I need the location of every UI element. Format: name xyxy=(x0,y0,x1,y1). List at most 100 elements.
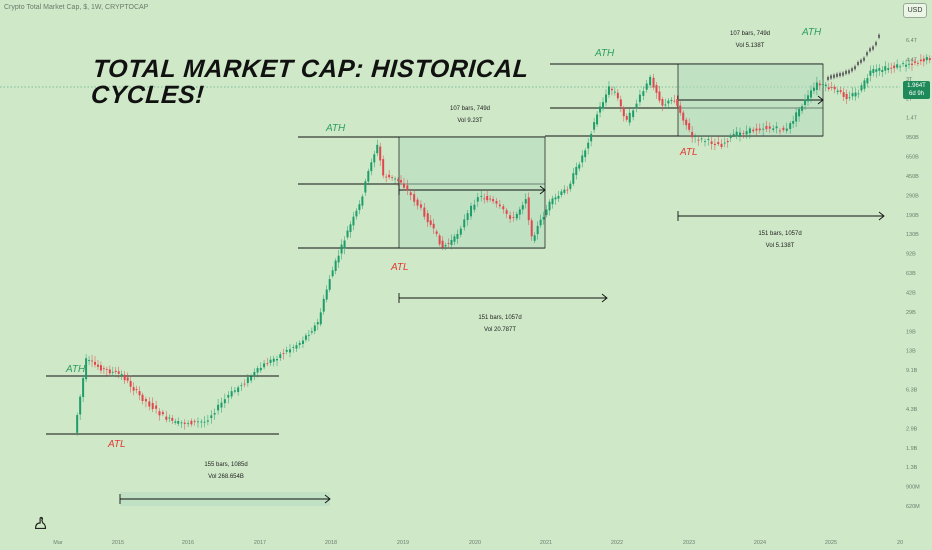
title-line-2: CYCLES! xyxy=(90,81,206,109)
candle-body xyxy=(343,240,346,249)
candle-body xyxy=(752,129,755,132)
candle-body xyxy=(745,131,748,135)
candle-body xyxy=(307,334,310,336)
candle-body xyxy=(505,210,508,214)
y-tick-label: 190B xyxy=(906,213,919,219)
candle-body xyxy=(785,128,788,131)
projection-candle-body xyxy=(827,76,829,80)
projection-candle-body xyxy=(854,66,856,70)
candle-body xyxy=(237,387,240,393)
candle-body xyxy=(388,174,391,178)
candle-body xyxy=(246,377,249,384)
candle-body xyxy=(632,110,635,118)
candle-body xyxy=(230,391,233,397)
candle-body xyxy=(542,216,545,220)
candle-body xyxy=(824,84,827,86)
tradingview-logo-icon xyxy=(35,516,47,529)
candle-body xyxy=(435,231,438,234)
candle-body xyxy=(397,179,400,181)
candle-body xyxy=(367,171,370,182)
projection-candle-body xyxy=(842,72,844,76)
candle-body xyxy=(610,88,613,91)
candle-body xyxy=(483,198,486,200)
candle-body xyxy=(792,121,795,124)
candle-body xyxy=(578,164,581,169)
candle-body xyxy=(459,228,462,235)
candle-body xyxy=(117,371,120,374)
atl-label: ATL xyxy=(390,262,409,273)
candle-body xyxy=(881,69,884,73)
measure-arrow-1-head xyxy=(324,494,331,504)
candle-body xyxy=(830,87,833,88)
candle-body xyxy=(419,204,422,208)
y-tick-label: 13B xyxy=(906,349,916,355)
candle-body xyxy=(285,349,288,352)
candle-body xyxy=(177,421,180,424)
candle-body xyxy=(795,112,798,122)
candle-body xyxy=(720,143,723,147)
candle-body xyxy=(635,103,638,109)
candle-body xyxy=(515,213,518,219)
chart-header-title: Crypto Total Market Cap, $, 1W, CRYPTOCA… xyxy=(4,4,149,11)
candle-body xyxy=(548,201,551,211)
candle-body xyxy=(604,94,607,103)
y-tick-label: 4.3B xyxy=(906,407,918,413)
candle-body xyxy=(453,236,456,242)
y-tick-label: 19B xyxy=(906,329,916,335)
candle-body xyxy=(298,342,301,345)
y-tick-label: 29B xyxy=(906,310,916,316)
candle-body xyxy=(94,361,96,365)
candle-body xyxy=(607,86,610,95)
price-badge-countdown: 6d 9h xyxy=(908,91,924,97)
currency-button[interactable]: USD xyxy=(903,3,927,18)
candle-body xyxy=(352,216,355,226)
range-note-vol: Vol 268.654B xyxy=(208,474,244,480)
x-tick-label: 2015 xyxy=(112,540,124,546)
atl-label: ATL xyxy=(107,439,126,450)
candle-body xyxy=(349,224,352,233)
candle-body xyxy=(755,128,758,131)
y-tick-label: 1.9B xyxy=(906,446,918,452)
candle-body xyxy=(729,135,732,138)
candle-body xyxy=(775,126,778,129)
x-tick-label: 2023 xyxy=(683,540,695,546)
candle-body xyxy=(772,128,775,130)
y-tick-label: 950B xyxy=(906,135,919,141)
candle-body xyxy=(151,403,154,410)
annotations: ATH ATL ATH ATL ATH ATL ATH 155 bars, 1085d Vol … xyxy=(65,27,822,480)
candle-body xyxy=(524,199,527,204)
candle-body xyxy=(88,360,91,362)
candle-body xyxy=(158,411,161,416)
candle-body xyxy=(141,394,144,401)
candle-body xyxy=(183,422,186,424)
candle-body xyxy=(301,340,304,344)
range-note-bars: 107 bars, 749d xyxy=(450,106,490,112)
candle-body xyxy=(123,374,126,381)
candle-body xyxy=(661,99,664,106)
candle-body xyxy=(836,90,839,93)
candle-body xyxy=(276,358,279,361)
candle-body xyxy=(599,106,602,113)
candle-body xyxy=(673,100,676,102)
y-tick-label: 42B xyxy=(906,290,916,296)
candle-body xyxy=(259,367,262,371)
candle-body xyxy=(105,369,108,370)
candle-body xyxy=(890,67,893,69)
candle-body xyxy=(707,139,710,141)
candle-body xyxy=(82,378,85,397)
candle-body xyxy=(717,142,720,145)
candle-body xyxy=(292,347,295,348)
candle-body xyxy=(217,404,220,411)
projection-candle-body xyxy=(872,46,874,50)
candle-body xyxy=(893,65,896,69)
candle-body xyxy=(438,235,441,245)
candle-body xyxy=(688,123,691,130)
candle-body xyxy=(187,423,190,425)
x-tick-label: 20 xyxy=(897,540,903,546)
candle-body xyxy=(748,128,751,134)
candle-body xyxy=(370,162,373,172)
candle-body xyxy=(76,415,79,433)
candle-body xyxy=(441,240,444,248)
candle-body xyxy=(622,107,625,117)
